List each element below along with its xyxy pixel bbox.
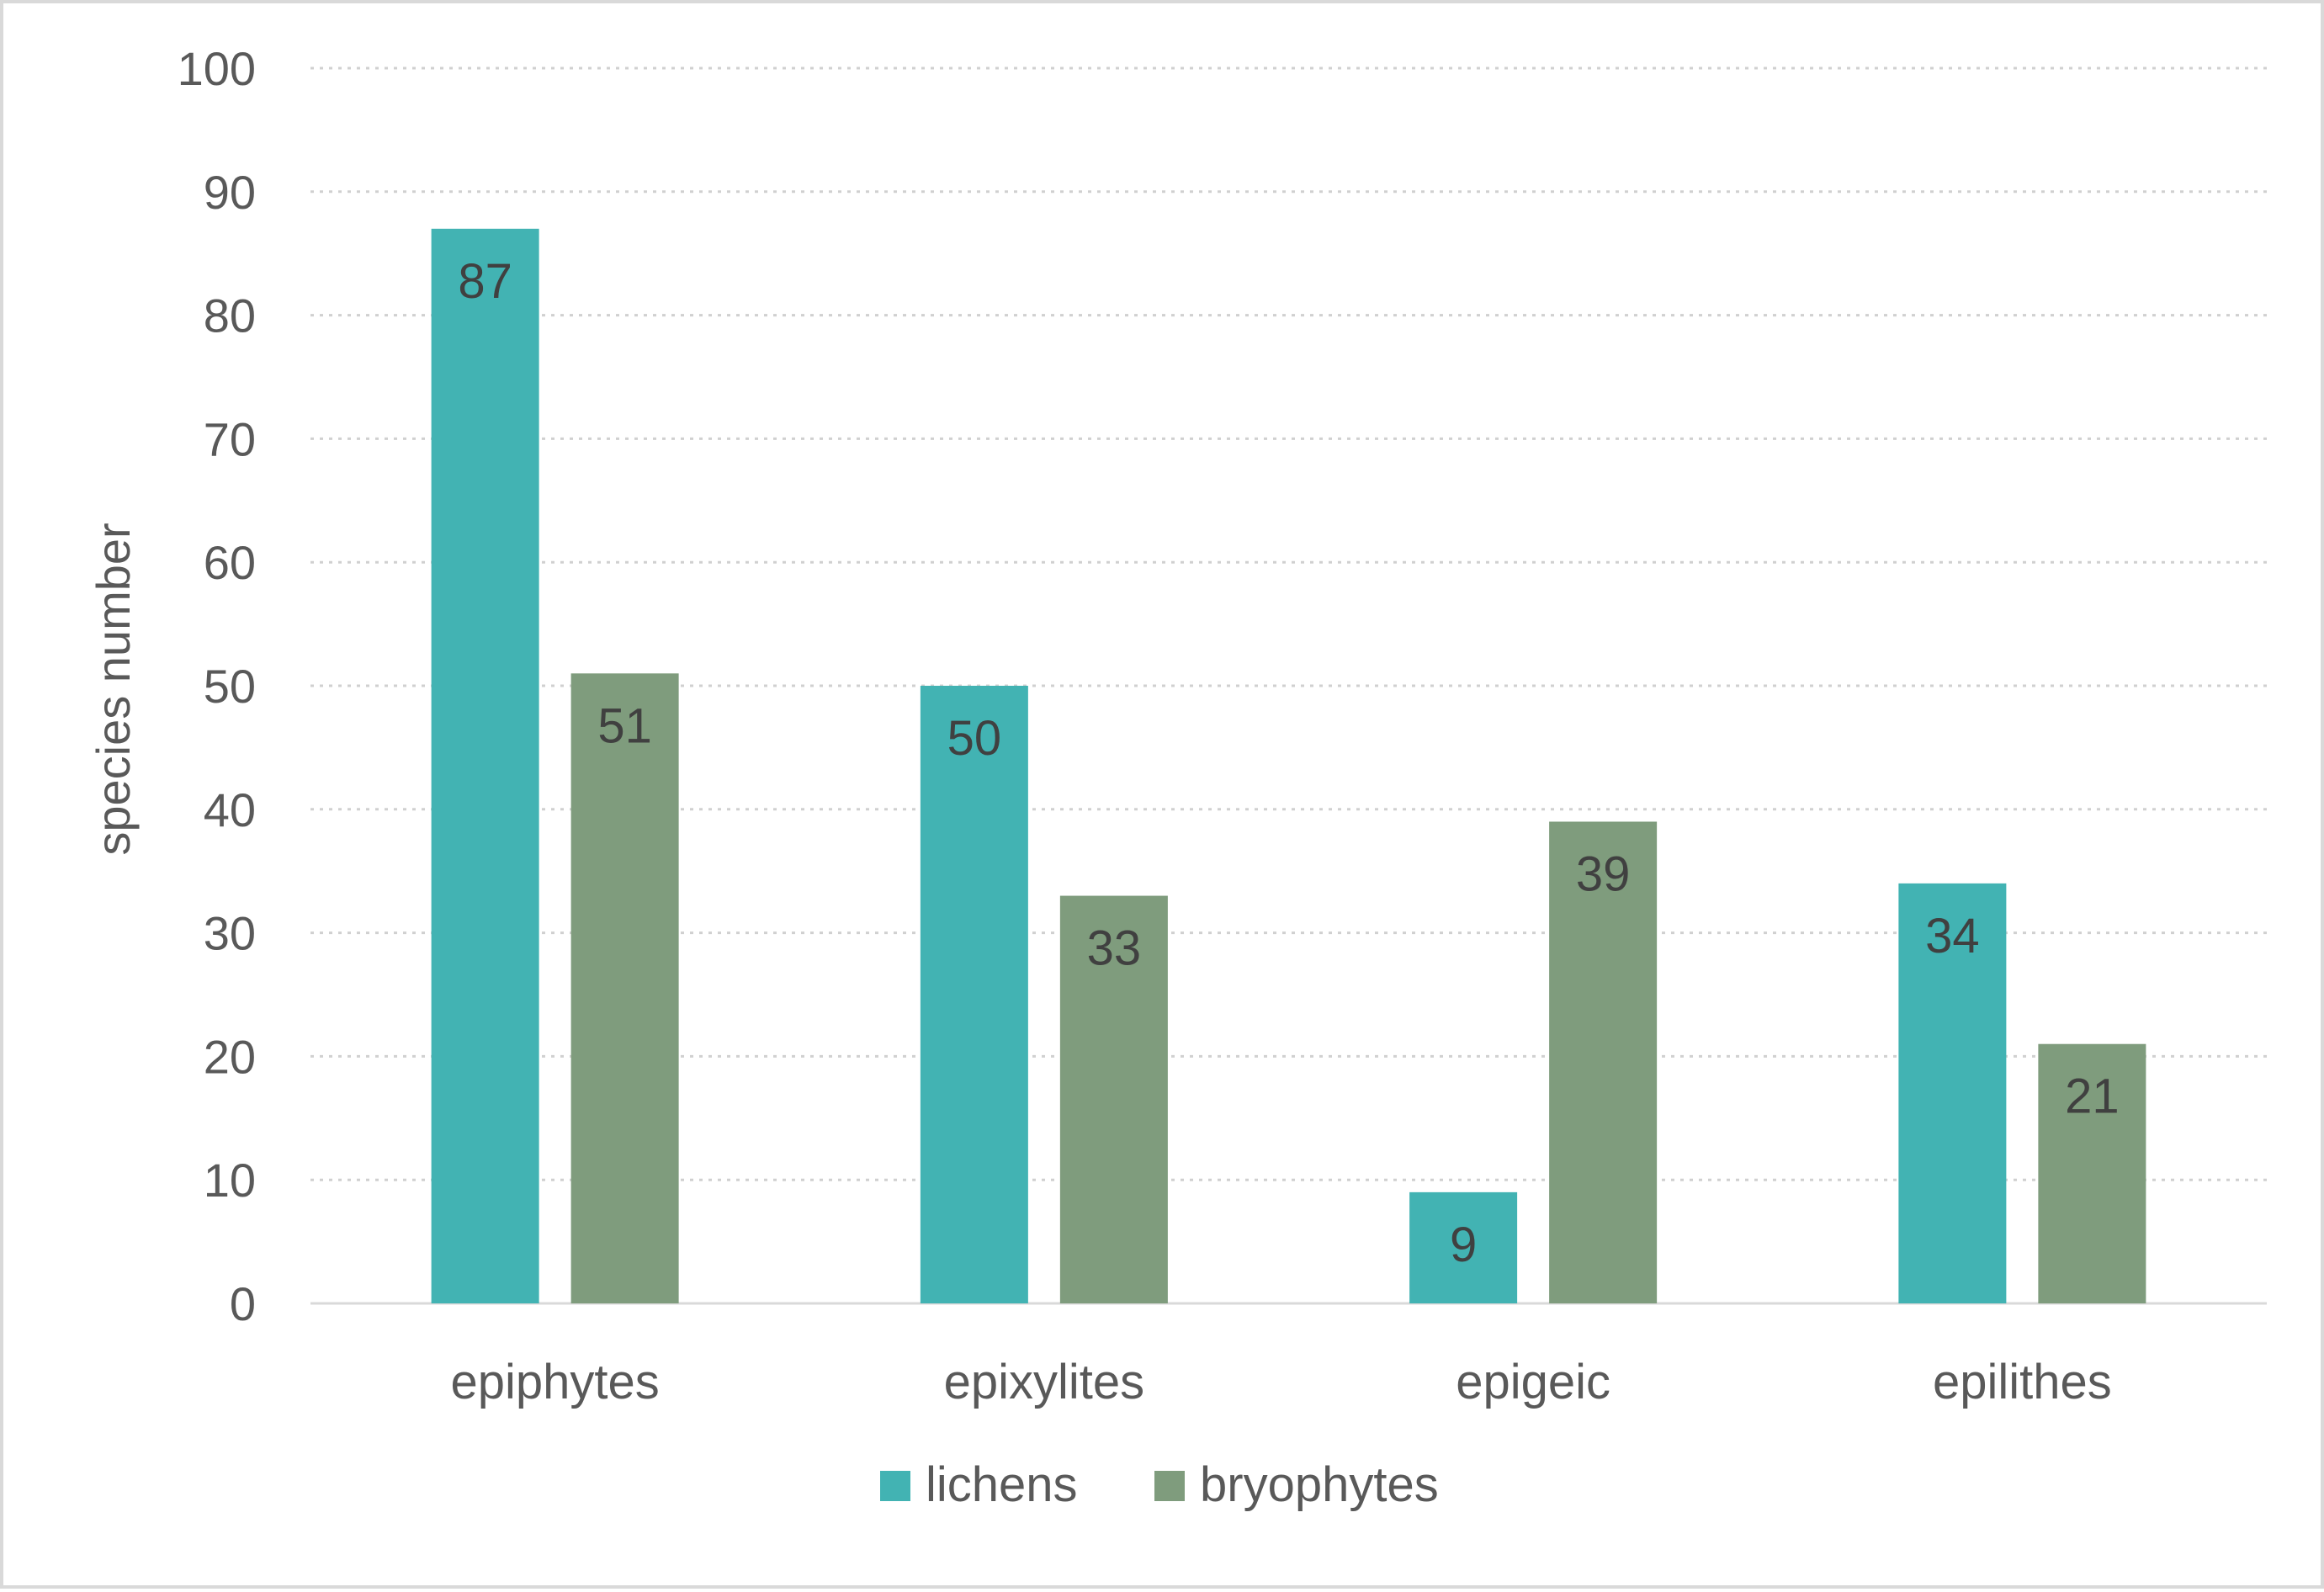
x-category-label: epilithes <box>1933 1355 2112 1409</box>
data-label-lichens-epiphytes: 87 <box>458 254 512 309</box>
y-tick-label: 60 <box>204 536 256 589</box>
bar-lichens-epilithes <box>1898 883 2007 1303</box>
bar-chart: 0 10 20 30 40 50 60 70 80 90 100 87 51 50 33 9 39 34 21 e… <box>87 42 2267 1512</box>
y-axis-ticks: 0 10 20 30 40 50 60 70 80 90 100 <box>178 42 256 1330</box>
bar-bryophytes-epixylites <box>1059 895 1168 1303</box>
y-tick-label: 70 <box>204 412 256 465</box>
x-category-label: epixylites <box>944 1355 1145 1409</box>
legend-label-lichens: lichens <box>926 1457 1078 1512</box>
x-category-label: epigeic <box>1456 1355 1610 1409</box>
y-tick-label: 50 <box>204 660 256 713</box>
bar-bryophytes-epiphytes <box>570 673 679 1303</box>
data-label-bryophytes-epixylites: 33 <box>1087 921 1142 976</box>
data-label-lichens-epigeic: 9 <box>1450 1218 1477 1272</box>
y-tick-label: 0 <box>230 1277 256 1330</box>
y-tick-label: 90 <box>204 166 256 219</box>
data-label-lichens-epilithes: 34 <box>1925 909 1980 963</box>
bar-lichens-epiphytes <box>431 228 539 1304</box>
legend-label-bryophytes: bryophytes <box>1200 1457 1439 1512</box>
data-label-lichens-epixylites: 50 <box>947 711 1002 766</box>
y-tick-label: 30 <box>204 907 256 960</box>
y-tick-label: 100 <box>178 42 256 95</box>
y-tick-label: 80 <box>204 289 256 342</box>
x-category-label: epiphytes <box>450 1355 659 1409</box>
legend-swatch-lichens <box>880 1471 910 1501</box>
x-axis-categories: epiphytes epixylites epigeic epilithes <box>450 1355 2111 1409</box>
bar-bryophytes-epilithes <box>2038 1043 2146 1303</box>
data-label-bryophytes-epilithes: 21 <box>2065 1069 2120 1124</box>
bar-lichens-epixylites <box>920 686 1028 1303</box>
y-tick-label: 10 <box>204 1154 256 1207</box>
bar-lichens-epigeic <box>1409 1191 1518 1303</box>
y-tick-label: 40 <box>204 783 256 836</box>
y-axis-title: species number <box>87 523 140 855</box>
bars <box>431 228 2146 1304</box>
legend: lichens bryophytes <box>880 1457 1439 1512</box>
y-tick-label: 20 <box>204 1030 256 1083</box>
data-label-bryophytes-epigeic: 39 <box>1576 846 1631 901</box>
data-label-bryophytes-epiphytes: 51 <box>597 698 652 753</box>
bar-bryophytes-epigeic <box>1549 821 1658 1303</box>
legend-swatch-bryophytes <box>1154 1471 1185 1501</box>
data-labels: 87 51 50 33 9 39 34 21 <box>458 254 2119 1272</box>
